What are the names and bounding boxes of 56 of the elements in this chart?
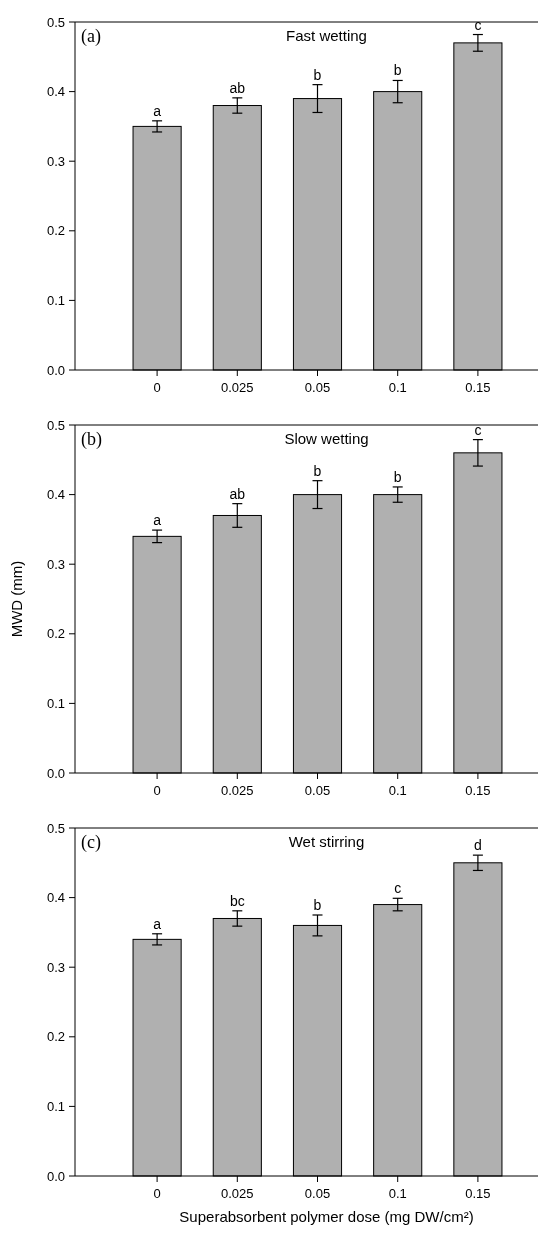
y-tick-label: 0.4 [46, 487, 65, 503]
annotation: a [153, 102, 162, 119]
x-tick-label: 0.05 [304, 380, 331, 395]
annotation: b [313, 66, 322, 83]
y-tick-label: 0.5 [46, 417, 65, 433]
chart-title: Wet stirring [288, 833, 365, 850]
x-tick-label: 0.025 [221, 380, 254, 395]
x-tick-label: 0.1 [388, 1186, 407, 1201]
chart-title: Slow wetting [284, 430, 369, 447]
y-tick-label: 0.1 [46, 695, 65, 711]
y-tick-label: 0.4 [46, 84, 65, 100]
y-tick-label: 0.0 [46, 1168, 65, 1184]
y-axis-title: MWD (mm) [8, 560, 25, 638]
y-tick-label: 0.2 [46, 223, 65, 239]
annotation: (a) [81, 26, 101, 47]
y-tick-label: 0.3 [46, 556, 65, 572]
annotation: b [393, 62, 402, 79]
x-axis-title: Superabsorbent polymer dose (mg DW/cm²) [179, 1208, 474, 1225]
annotation: c [474, 421, 482, 438]
chart-title: Fast wetting [286, 27, 367, 44]
x-tick-label: 0 [153, 783, 161, 798]
x-tick-label: 0 [153, 1186, 161, 1201]
annotation: b [393, 468, 402, 485]
annotation: a [153, 512, 162, 529]
annotation: ab [229, 485, 246, 502]
annotation: (c) [81, 832, 101, 853]
y-tick-label: 0.3 [46, 153, 65, 169]
x-tick-label: 0.025 [221, 783, 254, 798]
x-tick-label: 0.1 [388, 380, 407, 395]
annotation: b [313, 897, 322, 913]
y-tick-label: 0.2 [46, 1029, 65, 1045]
y-tick-label: 0.1 [46, 1098, 65, 1114]
annotation: bc [229, 892, 245, 909]
annotation: a [153, 915, 162, 932]
x-tick-label: 0.05 [304, 1186, 331, 1201]
x-tick-label: 0.15 [465, 380, 491, 395]
x-tick-label: 0.1 [388, 783, 407, 798]
annotation: ab [229, 79, 246, 96]
x-tick-label: 0.05 [304, 783, 331, 798]
annotation: b [313, 462, 322, 479]
x-tick-label: 0.15 [465, 783, 491, 798]
x-tick-label: 0.15 [465, 1186, 491, 1201]
y-tick-label: 0.0 [46, 362, 65, 378]
y-tick-label: 0.4 [46, 890, 65, 906]
x-tick-label: 0 [153, 380, 161, 395]
annotation: (b) [81, 429, 102, 450]
annotation: c [474, 16, 482, 33]
annotation: d [474, 837, 482, 854]
x-tick-label: 0.025 [221, 1186, 254, 1201]
annotation: c [394, 880, 402, 897]
y-tick-label: 0.3 [46, 959, 65, 975]
y-tick-label: 0.5 [46, 820, 65, 836]
y-tick-label: 0.0 [46, 765, 65, 781]
y-tick-label: 0.2 [46, 626, 65, 642]
y-tick-label: 0.5 [46, 14, 65, 30]
y-tick-label: 0.1 [46, 292, 65, 308]
